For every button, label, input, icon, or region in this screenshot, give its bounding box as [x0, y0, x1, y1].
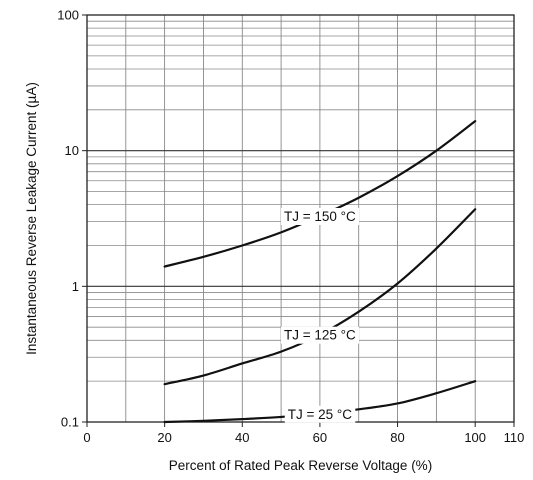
y-tick-label: 0.1 — [61, 415, 79, 430]
series-label-group: TJ = 125 °C — [281, 326, 360, 344]
x-tick-label: 80 — [390, 430, 404, 445]
x-tick-label: 100 — [464, 430, 486, 445]
series-label-group: TJ = 25 °C — [284, 405, 356, 423]
series-label-background — [284, 405, 356, 423]
y-tick-label: 1 — [72, 279, 79, 294]
y-tick-label: 10 — [65, 143, 79, 158]
series-label-group: TJ = 150 °C — [281, 207, 360, 225]
series-label: TJ = 25 °C — [288, 407, 353, 422]
x-tick-label: 60 — [313, 430, 327, 445]
x-axis-title: Percent of Rated Peak Reverse Voltage (%… — [169, 458, 432, 473]
series-labels: TJ = 150 °C TJ = 125 °C TJ = 25 °C — [281, 207, 360, 423]
x-tick-label: 20 — [157, 430, 171, 445]
x-tick-label: 110 — [504, 430, 525, 445]
series-label-background — [281, 326, 360, 344]
x-tick-label: 40 — [235, 430, 249, 445]
x-tick-label: 0 — [83, 430, 90, 445]
series-label-background — [281, 207, 360, 225]
series-label: TJ = 150 °C — [284, 209, 356, 224]
series-label: TJ = 125 °C — [284, 328, 356, 343]
y-tick-label: 100 — [57, 8, 79, 23]
y-axis-title: Instantaneous Reverse Leakage Current (µ… — [24, 82, 39, 355]
